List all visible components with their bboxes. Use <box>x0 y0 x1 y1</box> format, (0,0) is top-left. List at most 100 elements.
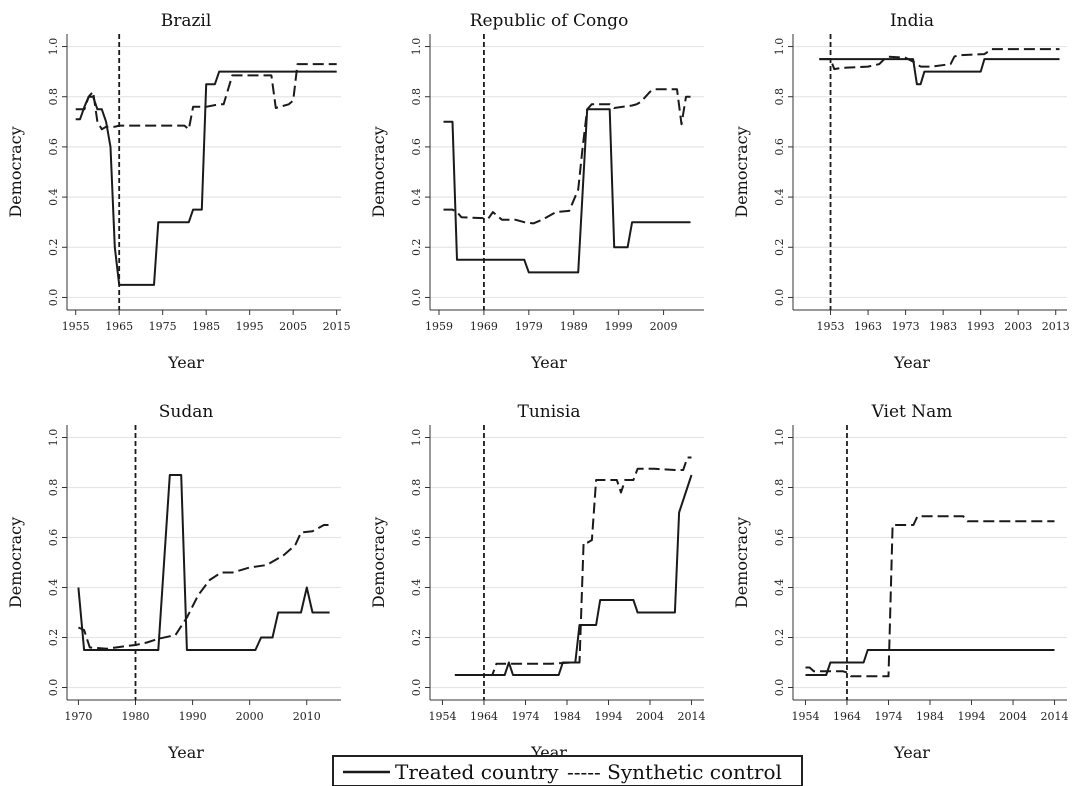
x-tick-label: 1974 <box>511 710 539 723</box>
x-tick-label: 1995 <box>236 320 264 333</box>
y-tick-label: 0.4 <box>410 579 423 597</box>
y-axis-title: Democracy <box>732 517 751 608</box>
x-tick-label: 1984 <box>916 710 944 723</box>
y-tick-label: 0.0 <box>410 289 423 307</box>
y-tick-label: 1.0 <box>410 38 423 56</box>
x-tick-label: 1999 <box>605 320 633 333</box>
series-synthetic-line <box>454 456 692 676</box>
x-tick-label: 1963 <box>854 320 882 333</box>
x-tick-label: 1989 <box>560 320 588 333</box>
y-tick-label: 1.0 <box>773 429 786 447</box>
y-tick-label: 0.2 <box>410 239 423 256</box>
x-tick-label: 2004 <box>999 710 1027 723</box>
series-synthetic-line <box>77 524 330 650</box>
y-axis-title: Democracy <box>732 126 751 217</box>
y-tick-label: 0.6 <box>410 529 423 547</box>
x-axis-title: Year <box>893 743 930 762</box>
y-tick-label: 0.6 <box>47 138 60 156</box>
y-tick-label: 0.4 <box>773 579 786 597</box>
x-tick-label: 2005 <box>279 320 307 333</box>
legend-treated-label: Treated country <box>395 760 559 784</box>
y-tick-label: 0.4 <box>773 188 786 206</box>
x-tick-label: 1964 <box>833 710 861 723</box>
y-tick-label: 0.2 <box>773 629 786 647</box>
panel-republic-of-congo: 0.0 0.2 0.4 0.6 0.8 1.0 1959 1969 1979 1989 1999 20… <box>369 11 704 372</box>
y-tick-label: 0.0 <box>773 679 786 697</box>
legend-synthetic-label: ----- Synthetic control <box>567 760 782 784</box>
y-axis-title: Democracy <box>369 517 388 608</box>
y-tick-label: 0.2 <box>47 629 60 647</box>
x-tick-label: 1983 <box>929 320 957 333</box>
x-axis-title: Year <box>530 353 567 372</box>
panel-title: Republic of Congo <box>470 11 629 31</box>
y-tick-label: 0.6 <box>47 529 60 547</box>
y-tick-label: 1.0 <box>773 38 786 56</box>
x-tick-label: 1974 <box>874 710 902 723</box>
y-tick-label: 0.8 <box>47 479 60 497</box>
series-synthetic-line <box>443 88 691 225</box>
y-tick-label: 0.0 <box>410 679 423 697</box>
panel-title: Sudan <box>159 402 214 422</box>
series-synthetic-line <box>819 48 1060 71</box>
x-tick-label: 2014 <box>678 710 706 723</box>
x-tick-label: 1965 <box>105 320 133 333</box>
x-tick-label: 1970 <box>64 710 92 723</box>
legend-box <box>332 755 803 786</box>
x-tick-label: 1994 <box>958 710 986 723</box>
series-synthetic-line <box>805 515 1055 678</box>
x-tick-label: 2014 <box>1041 710 1069 723</box>
panel-viet-nam: 0.0 0.2 0.4 0.6 0.8 1.0 1954 1964 1974 1984 1994 20… <box>732 402 1069 762</box>
series-synthetic-line <box>75 63 337 131</box>
panel-title: Tunisia <box>518 402 581 422</box>
series-treated-line <box>77 474 330 651</box>
y-tick-label: 0.6 <box>410 138 423 156</box>
y-axis-title: Democracy <box>6 126 25 217</box>
series-treated-line <box>819 58 1060 86</box>
y-tick-label: 1.0 <box>410 429 423 447</box>
y-tick-label: 0.0 <box>47 679 60 697</box>
x-tick-label: 1964 <box>470 710 498 723</box>
x-tick-label: 1969 <box>470 320 498 333</box>
y-tick-label: 1.0 <box>47 429 60 447</box>
x-tick-label: 2004 <box>636 710 664 723</box>
x-tick-label: 2009 <box>650 320 678 333</box>
x-tick-label: 1954 <box>791 710 819 723</box>
panel-title: Brazil <box>161 11 212 31</box>
panels: 0.0 0.2 0.4 0.6 0.8 1.0 1955 1965 1975 1985 1995 20… <box>6 11 1070 762</box>
x-tick-label: 2000 <box>236 710 264 723</box>
y-tick-label: 0.0 <box>47 289 60 307</box>
series-treated-line <box>454 474 693 676</box>
panel-tunisia: 0.0 0.2 0.4 0.6 0.8 1.0 1954 1964 1974 1984 1994 20… <box>369 402 706 762</box>
y-tick-label: 0.8 <box>773 479 786 497</box>
series-treated-line <box>805 649 1055 676</box>
series-treated-line <box>443 108 691 274</box>
x-tick-label: 1985 <box>192 320 220 333</box>
x-tick-label: 2015 <box>323 320 351 333</box>
x-tick-label: 2003 <box>1004 320 1032 333</box>
x-tick-label: 1993 <box>967 320 995 333</box>
y-axis-title: Democracy <box>369 126 388 217</box>
x-tick-label: 1990 <box>179 710 207 723</box>
panel-title: India <box>890 11 934 31</box>
y-tick-label: 0.2 <box>773 239 786 256</box>
y-tick-label: 0.4 <box>410 188 423 206</box>
y-tick-label: 0.8 <box>410 88 423 106</box>
panel-brazil: 0.0 0.2 0.4 0.6 0.8 1.0 1955 1965 1975 1985 1995 20… <box>6 11 351 372</box>
x-tick-label: 1953 <box>817 320 845 333</box>
y-tick-label: 0.0 <box>773 289 786 307</box>
y-tick-label: 1.0 <box>47 38 60 56</box>
x-axis-title: Year <box>167 353 204 372</box>
panel-title: Viet Nam <box>871 402 953 422</box>
x-axis-title: Year <box>167 743 204 762</box>
y-tick-label: 0.2 <box>410 629 423 647</box>
y-tick-label: 0.6 <box>773 138 786 156</box>
x-tick-label: 1954 <box>428 710 456 723</box>
x-tick-label: 1984 <box>553 710 581 723</box>
y-tick-label: 0.8 <box>773 88 786 106</box>
x-tick-label: 1955 <box>62 320 90 333</box>
x-tick-label: 2010 <box>293 710 321 723</box>
x-axis-title: Year <box>893 353 930 372</box>
x-tick-label: 1973 <box>892 320 920 333</box>
panel-india: 0.0 0.2 0.4 0.6 0.8 1.0 1953 1963 1973 1983 1993 20… <box>732 11 1070 372</box>
